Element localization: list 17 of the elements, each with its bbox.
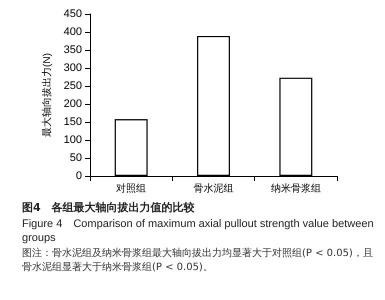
x-tick-label: 对照组 bbox=[116, 182, 146, 194]
y-tick-label: 450 bbox=[64, 8, 82, 20]
y-tick-label: 350 bbox=[64, 44, 82, 56]
x-tick-label: 骨水泥组 bbox=[194, 182, 234, 194]
x-tick-label: 纳米骨浆组 bbox=[270, 182, 321, 194]
y-tick-label: 150 bbox=[64, 116, 82, 128]
y-tick-label: 0 bbox=[76, 170, 82, 182]
y-tick-label: 400 bbox=[64, 26, 82, 38]
y-tick-label: 50 bbox=[70, 152, 82, 164]
text: Figure 4 Comparison of maximum axial pullout strength value between groups bbox=[22, 217, 375, 245]
y-tick-label: 200 bbox=[64, 98, 82, 110]
y-tick-label: 300 bbox=[64, 62, 82, 74]
y-tick-label: 250 bbox=[64, 80, 82, 92]
text: 图4 各组最大轴向拔出力值的比较 bbox=[22, 200, 196, 215]
text: 图注：骨水泥组及纳米骨浆组最大轴向拔出力均显著大于对照组(P < 0.05)，且骨水泥组显著大于纳米骨浆组(P < 0.05)。 bbox=[22, 247, 374, 275]
y-axis-title: 最大轴向拔出力(N) bbox=[41, 53, 54, 137]
y-tick-label: 100 bbox=[64, 134, 82, 146]
